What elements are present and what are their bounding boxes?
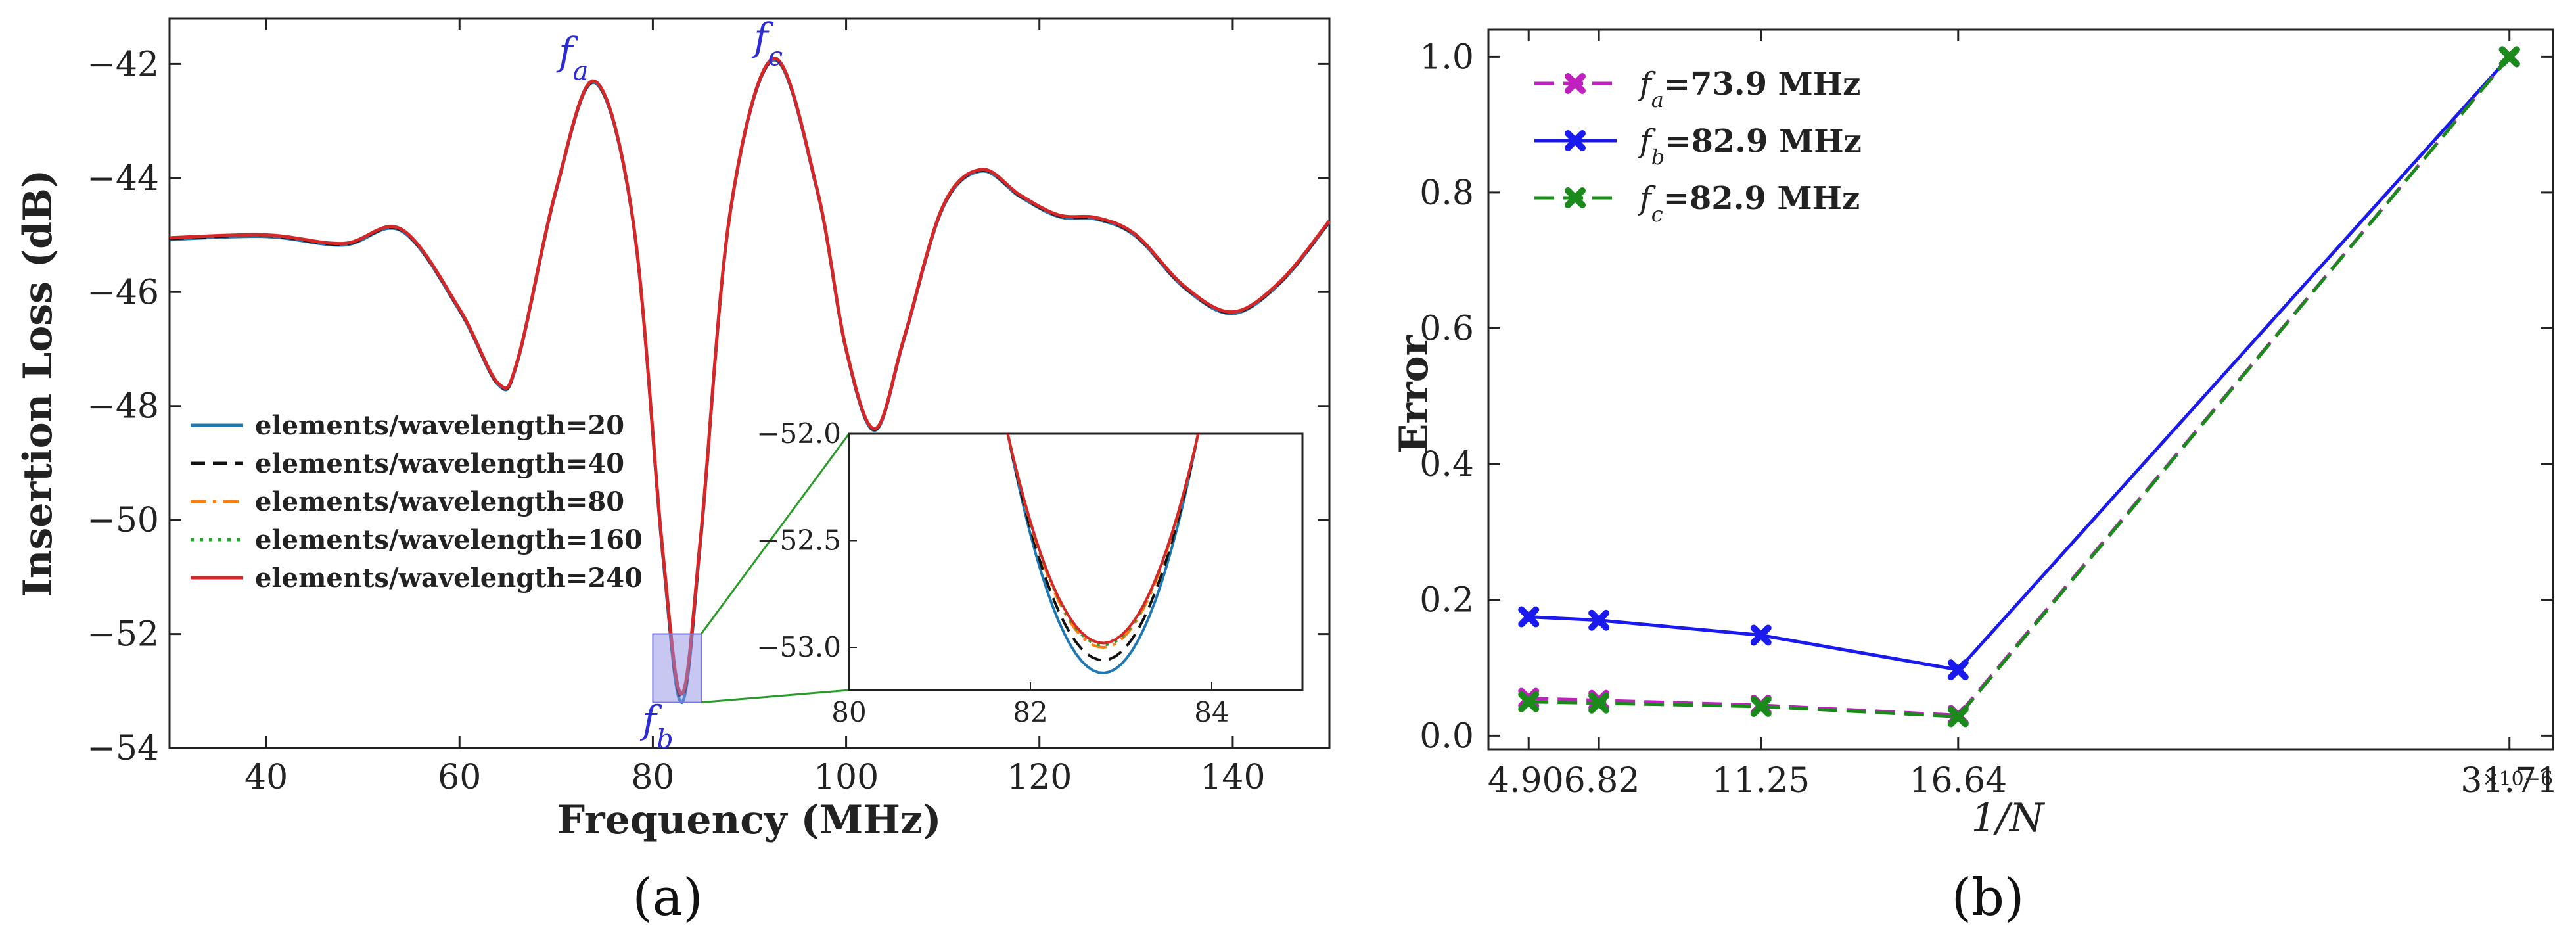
panel-a-legend-label-1: elements/wavelength=20	[255, 410, 624, 441]
panel-b-x-axis-label: 1/N	[1971, 795, 2046, 841]
panel-a-x-tick-label: 80	[631, 758, 674, 797]
panel-a-y-tick-label: −46	[87, 273, 159, 312]
panel-a-series-lines	[169, 57, 1331, 705]
panel-a-legend-label-3: elements/wavelength=80	[255, 486, 624, 517]
panel-a-y-tick-label: −50	[87, 501, 159, 540]
panel-b-marker-b	[1588, 609, 1610, 631]
panel-a-inset-x-tick-label: 84	[1194, 696, 1229, 728]
panel-a-y-tick-label: −42	[87, 45, 159, 84]
panel-b-y-tick-label: 1.0	[1419, 37, 1474, 77]
panel-a-inset-line-1	[1006, 434, 1200, 674]
panel-a-x-tick-label: 120	[1007, 758, 1072, 797]
panel-b-legend-label-b: fb=82.9 MHz	[1638, 123, 1862, 170]
panel-a-inset-line-5	[1006, 434, 1200, 645]
panel-a-annotation-fa: fa	[556, 29, 588, 86]
panel-b-legend-marker-c	[1565, 187, 1586, 208]
panel-a-y-tick-label: −48	[87, 387, 159, 427]
panel-b-caption: (b)	[1952, 868, 2025, 927]
panel-a-inset-line-2	[1006, 434, 1200, 662]
panel-b-y-tick-label: 0.4	[1419, 445, 1474, 484]
panel-a-inset-y-tick-label: −52.0	[756, 417, 841, 450]
panel-b-marker-c	[1947, 706, 1969, 728]
panel-b-marker-c	[1518, 691, 1540, 712]
panel-b-legend-marker-a	[1565, 73, 1586, 94]
panel-b-y-axis-label: Error	[1391, 334, 1437, 453]
panel-b-marker-b	[1947, 659, 1969, 681]
panel-b-marker-c	[2498, 46, 2520, 68]
panel-a-x-tick-label: 40	[244, 758, 288, 797]
panel-a-caption: (a)	[632, 868, 702, 927]
panel-a-x-tick-label: 60	[438, 758, 481, 797]
panel-b-marker-c	[1750, 695, 1772, 717]
panel-b-legend-marker-b	[1565, 130, 1586, 151]
panel-b-x-tick-label: 11.25	[1712, 761, 1810, 801]
panel-a-zoom-box	[652, 633, 702, 703]
panel-b-legend-label-a: fa=73.9 MHz	[1638, 66, 1860, 112]
panel-b-x-offset-label: ×10−6	[2482, 768, 2553, 791]
panel-a-legend-label-2: elements/wavelength=40	[255, 448, 624, 479]
panel-a-x-tick-label: 100	[814, 758, 879, 797]
panel-b-marker-c	[1588, 692, 1610, 714]
panel-b-plot-frame	[1487, 28, 2554, 751]
panel-b-chart: 4.906.82 11.25 16.64 31.71 0.0 0.2 0.4 0.6 0.8 1.…	[1391, 28, 2558, 927]
panel-b-series-lines	[1518, 46, 2520, 728]
panel-a-y-tick-label: −52	[87, 615, 159, 655]
panel-b-legend-label-c: fc=82.9 MHz	[1638, 180, 1860, 227]
panel-b-marker-b	[1750, 624, 1772, 646]
panel-a-plot-frame	[168, 17, 1331, 749]
panel-a-zoom-connector-top	[700, 433, 850, 635]
panel-a-annotation-fb: fb	[640, 697, 674, 755]
panel-a-zoom-region	[652, 433, 850, 704]
panel-a-ticks: 40 60 80 100 120 140 −54 −52 −50 −48 −46 −44 −42	[87, 18, 1329, 797]
panel-b-legend: fa=73.9 MHz fb=82.9 MHz fc=82.9 MHz	[1534, 66, 1862, 227]
panel-b-y-tick-label: 0.0	[1419, 716, 1474, 756]
panel-a-legend-label-5: elements/wavelength=240	[255, 563, 643, 593]
panel-a-inset-frame	[848, 432, 1304, 691]
panel-a-inset-lines	[1006, 434, 1200, 674]
panel-a-zoom-connector-bottom	[701, 689, 850, 704]
panel-a-y-tick-label: −44	[87, 159, 159, 198]
panel-a-x-axis-label: Frequency (MHz)	[557, 797, 942, 843]
panel-b-marker-b	[1518, 606, 1540, 628]
panel-a-legend-label-4: elements/wavelength=160	[255, 524, 643, 555]
panel-a-inset-y-tick-label: −53.0	[756, 631, 841, 663]
panel-b-y-tick-label: 0.2	[1419, 581, 1474, 620]
panel-a-legend: elements/wavelength=20 elements/wavelengt…	[191, 410, 643, 593]
panel-a-chart: 40 60 80 100 120 140 −54 −52 −50 −48 −46 −44 −42 Fre…	[15, 15, 1331, 927]
panel-b-x-tick-label: 16.64	[1909, 761, 2007, 801]
panel-a-y-tick-label: −54	[87, 729, 159, 768]
panel-b-x-tick-label: 31.71	[2460, 761, 2558, 801]
panel-b-y-tick-label: 0.6	[1419, 310, 1474, 349]
panel-a-x-tick-label: 140	[1200, 758, 1265, 797]
panel-a-y-axis-label: Insertion Loss (dB)	[15, 170, 61, 597]
panel-a-series-line-5	[169, 57, 1331, 696]
panel-a-inset-x-tick-label: 80	[831, 696, 866, 728]
panel-a-inset: 80 82 84 −52.0 −52.5 −53.0	[756, 417, 1304, 728]
panel-b-ticks: 4.906.82 11.25 16.64 31.71 0.0 0.2 0.4 0.6 0.8 1.…	[1419, 30, 2558, 801]
panel-a-inset-x-tick-label: 82	[1013, 696, 1047, 728]
panel-b-x-tick-label: 4.906.82	[1488, 761, 1640, 801]
panel-b-y-tick-label: 0.8	[1419, 174, 1474, 213]
panel-a-inset-y-tick-label: −52.5	[756, 524, 841, 557]
